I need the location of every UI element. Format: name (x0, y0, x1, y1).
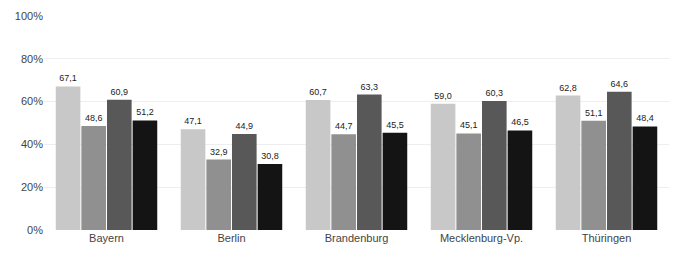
svg-text:44,7: 44,7 (335, 121, 353, 131)
svg-text:59,0: 59,0 (434, 91, 452, 101)
svg-text:60,9: 60,9 (111, 87, 129, 97)
svg-text:Bayern: Bayern (89, 232, 124, 244)
svg-text:46,5: 46,5 (511, 117, 529, 127)
svg-text:32,9: 32,9 (210, 147, 228, 157)
svg-text:100%: 100% (15, 10, 43, 22)
svg-text:Brandenburg: Brandenburg (325, 232, 389, 244)
svg-text:67,1: 67,1 (59, 73, 77, 83)
svg-text:60%: 60% (21, 95, 43, 107)
svg-text:44,9: 44,9 (236, 121, 254, 131)
svg-text:0%: 0% (27, 224, 43, 236)
svg-text:51,2: 51,2 (136, 107, 154, 117)
svg-text:40%: 40% (21, 138, 43, 150)
svg-text:60,3: 60,3 (486, 88, 504, 98)
svg-text:30,8: 30,8 (261, 151, 279, 161)
svg-text:60,7: 60,7 (309, 87, 327, 97)
svg-text:63,3: 63,3 (361, 82, 379, 92)
svg-text:45,5: 45,5 (386, 120, 404, 130)
svg-text:62,8: 62,8 (559, 83, 577, 93)
svg-text:Berlin: Berlin (217, 232, 245, 244)
svg-text:45,1: 45,1 (460, 120, 478, 130)
svg-text:51,1: 51,1 (585, 108, 603, 118)
svg-text:64,6: 64,6 (611, 79, 629, 89)
svg-text:Mecklenburg-Vp.: Mecklenburg-Vp. (440, 232, 523, 244)
svg-text:Thüringen: Thüringen (582, 232, 632, 244)
svg-text:48,4: 48,4 (636, 113, 654, 123)
svg-text:48,6: 48,6 (85, 113, 103, 123)
svg-text:20%: 20% (21, 181, 43, 193)
svg-text:80%: 80% (21, 53, 43, 65)
svg-text:47,1: 47,1 (184, 116, 202, 126)
